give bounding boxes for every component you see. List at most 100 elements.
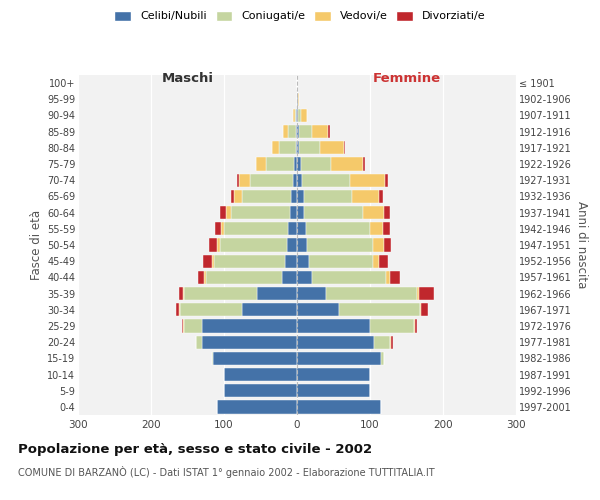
Bar xyxy=(384,238,391,252)
Bar xyxy=(297,368,370,381)
Bar xyxy=(297,92,298,106)
Bar xyxy=(220,206,226,220)
Text: Femmine: Femmine xyxy=(373,72,440,85)
Bar xyxy=(383,222,391,235)
Bar xyxy=(364,206,384,220)
Bar xyxy=(331,158,364,170)
Bar xyxy=(370,320,414,332)
Bar xyxy=(293,174,297,187)
Bar xyxy=(298,92,299,106)
Bar xyxy=(293,109,295,122)
Bar xyxy=(288,125,296,138)
Bar xyxy=(220,238,287,252)
Bar xyxy=(299,141,320,154)
Bar xyxy=(266,158,294,170)
Bar xyxy=(180,303,242,316)
Bar xyxy=(379,190,383,203)
Bar xyxy=(390,336,391,349)
Bar xyxy=(297,384,370,398)
Bar xyxy=(242,303,297,316)
Bar xyxy=(414,320,415,332)
Bar xyxy=(184,287,257,300)
Bar xyxy=(212,352,213,365)
Bar xyxy=(294,158,297,170)
Bar xyxy=(179,303,180,316)
Bar xyxy=(206,270,283,284)
Bar xyxy=(295,109,296,122)
Bar xyxy=(297,352,381,365)
Bar xyxy=(421,303,428,316)
Bar xyxy=(272,141,280,154)
Bar xyxy=(290,206,297,220)
Bar xyxy=(196,336,202,349)
Bar xyxy=(296,109,297,122)
Bar xyxy=(230,206,290,220)
Legend: Celibi/Nubili, Coniugati/e, Vedovi/e, Divorziati/e: Celibi/Nubili, Coniugati/e, Vedovi/e, Di… xyxy=(115,10,485,22)
Bar xyxy=(320,141,344,154)
Bar xyxy=(297,222,306,235)
Bar xyxy=(374,336,390,349)
Bar xyxy=(297,254,308,268)
Text: Popolazione per età, sesso e stato civile - 2002: Popolazione per età, sesso e stato civil… xyxy=(18,442,372,456)
Bar xyxy=(304,190,352,203)
Bar xyxy=(202,320,297,332)
Bar xyxy=(301,109,307,122)
Bar xyxy=(221,222,224,235)
Bar xyxy=(340,303,419,316)
Bar xyxy=(224,368,297,381)
Bar xyxy=(419,287,434,300)
Bar xyxy=(297,190,304,203)
Y-axis label: Anni di nascita: Anni di nascita xyxy=(575,202,589,288)
Bar xyxy=(381,352,384,365)
Bar xyxy=(297,270,311,284)
Bar xyxy=(297,125,299,138)
Bar xyxy=(352,190,379,203)
Bar xyxy=(215,222,221,235)
Bar xyxy=(287,238,297,252)
Bar xyxy=(198,270,204,284)
Bar xyxy=(307,238,373,252)
Bar xyxy=(301,158,331,170)
Bar xyxy=(297,238,307,252)
Bar xyxy=(297,320,370,332)
Bar xyxy=(213,352,297,365)
Y-axis label: Fasce di età: Fasce di età xyxy=(29,210,43,280)
Bar xyxy=(297,287,326,300)
Bar xyxy=(204,270,206,284)
Bar xyxy=(313,125,328,138)
Bar xyxy=(384,206,390,220)
Bar xyxy=(299,125,313,138)
Bar xyxy=(183,287,184,300)
Bar xyxy=(209,238,217,252)
Bar xyxy=(224,384,297,398)
Bar xyxy=(242,190,291,203)
Bar xyxy=(283,125,288,138)
Bar xyxy=(386,270,390,284)
Bar xyxy=(297,400,381,413)
Bar xyxy=(415,320,417,332)
Bar xyxy=(288,222,297,235)
Bar xyxy=(391,336,392,349)
Bar xyxy=(297,109,298,122)
Bar xyxy=(373,254,379,268)
Bar xyxy=(239,174,250,187)
Bar xyxy=(296,141,297,154)
Bar xyxy=(364,158,365,170)
Text: COMUNE DI BARZANÒ (LC) - Dati ISTAT 1° gennaio 2002 - Elaborazione TUTTITALIA.IT: COMUNE DI BARZANÒ (LC) - Dati ISTAT 1° g… xyxy=(18,466,434,478)
Bar xyxy=(230,190,234,203)
Bar xyxy=(176,303,179,316)
Bar xyxy=(257,287,297,300)
Bar xyxy=(302,174,350,187)
Bar xyxy=(203,254,212,268)
Bar xyxy=(298,109,301,122)
Bar xyxy=(297,206,304,220)
Bar xyxy=(308,254,373,268)
Bar xyxy=(373,238,384,252)
Bar xyxy=(179,287,183,300)
Bar xyxy=(217,238,220,252)
Bar xyxy=(297,141,299,154)
Text: Maschi: Maschi xyxy=(161,72,214,85)
Bar xyxy=(306,222,370,235)
Bar xyxy=(212,254,214,268)
Bar xyxy=(280,141,296,154)
